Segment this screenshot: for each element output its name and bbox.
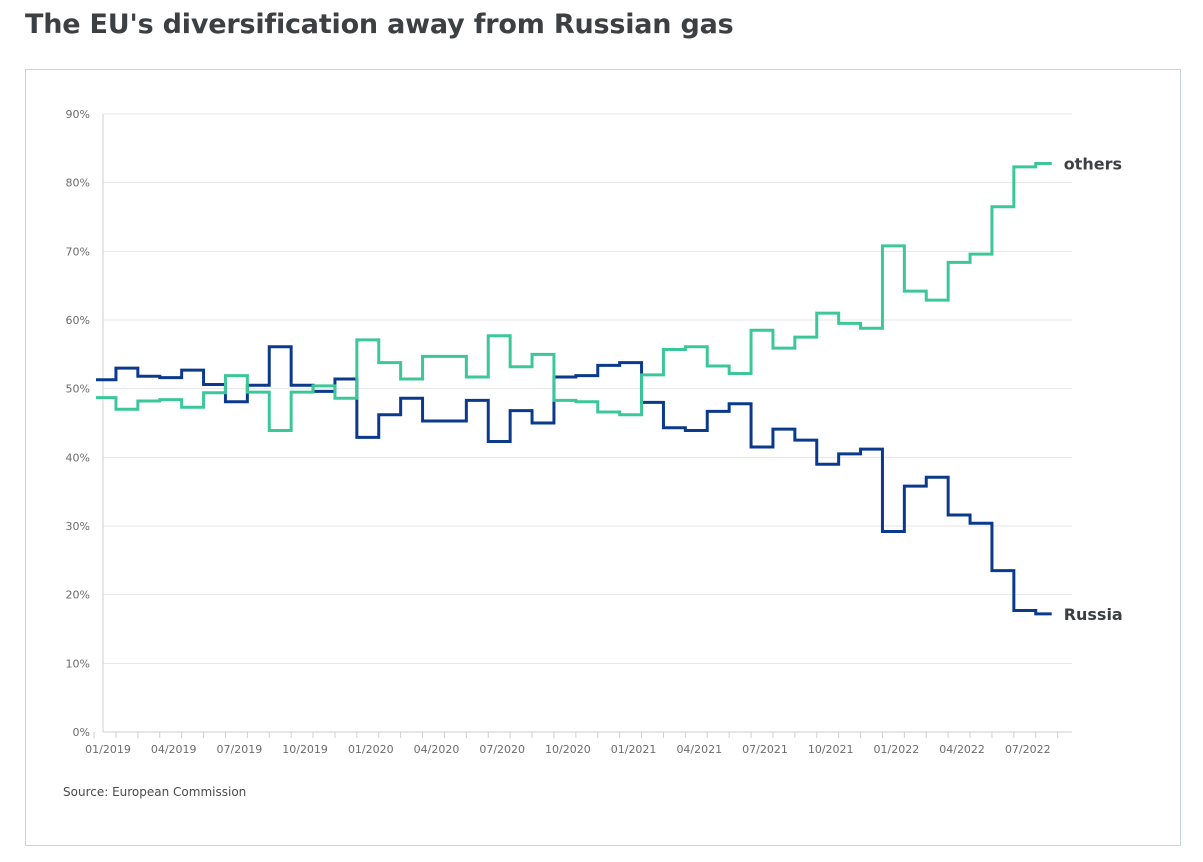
step-line-chart: 0% 10% 20% 30% 40% 50% 60% 70% 80% 90% 01/2019 04/2…	[66, 108, 1123, 756]
y-tick-label: 60%	[66, 314, 90, 327]
x-tick-label: 10/2019	[282, 743, 328, 756]
y-tick-label: 0%	[73, 726, 90, 739]
y-tick-label: 40%	[66, 451, 90, 464]
x-tick-label: 04/2020	[414, 743, 460, 756]
chart-frame: 0% 10% 20% 30% 40% 50% 60% 70% 80% 90% 01/2019 04/2…	[25, 69, 1181, 846]
x-tick-label: 04/2019	[151, 743, 197, 756]
x-tick-label: 07/2019	[217, 743, 263, 756]
axis-layer: 0% 10% 20% 30% 40% 50% 60% 70% 80% 90% 01/2019 04/2…	[66, 108, 1059, 756]
y-tick-label: 70%	[66, 245, 90, 258]
x-tick-label: 07/2020	[479, 743, 525, 756]
x-tick-label: 01/2021	[611, 743, 657, 756]
x-tick-label: 01/2022	[874, 743, 920, 756]
label-layer: Russia others	[1064, 154, 1123, 623]
x-tick-label: 10/2020	[545, 743, 591, 756]
y-tick-label: 50%	[66, 383, 90, 396]
y-tick-label: 10%	[66, 657, 90, 670]
x-tick-label: 01/2020	[348, 743, 394, 756]
page-title: The EU's diversification away from Russi…	[25, 9, 734, 40]
x-tick-label: 07/2022	[1005, 743, 1051, 756]
x-tick-label: 04/2021	[676, 743, 722, 756]
grid-layer	[103, 113, 1072, 733]
x-tick-label: 04/2022	[939, 743, 985, 756]
series-line-others	[96, 161, 1052, 433]
series-label-others: others	[1064, 154, 1122, 173]
y-tick-label: 80%	[66, 177, 90, 190]
series-line-russia	[96, 345, 1052, 616]
source-note: Source: European Commission	[63, 785, 247, 799]
y-tick-label: 90%	[66, 108, 90, 121]
x-tick-label: 10/2021	[808, 743, 854, 756]
x-tick-label: 01/2019	[85, 743, 131, 756]
x-tick-label: 07/2021	[742, 743, 788, 756]
series-layer	[96, 161, 1052, 616]
y-tick-label: 30%	[66, 520, 90, 533]
y-tick-label: 20%	[66, 589, 90, 602]
series-label-russia: Russia	[1064, 605, 1123, 624]
